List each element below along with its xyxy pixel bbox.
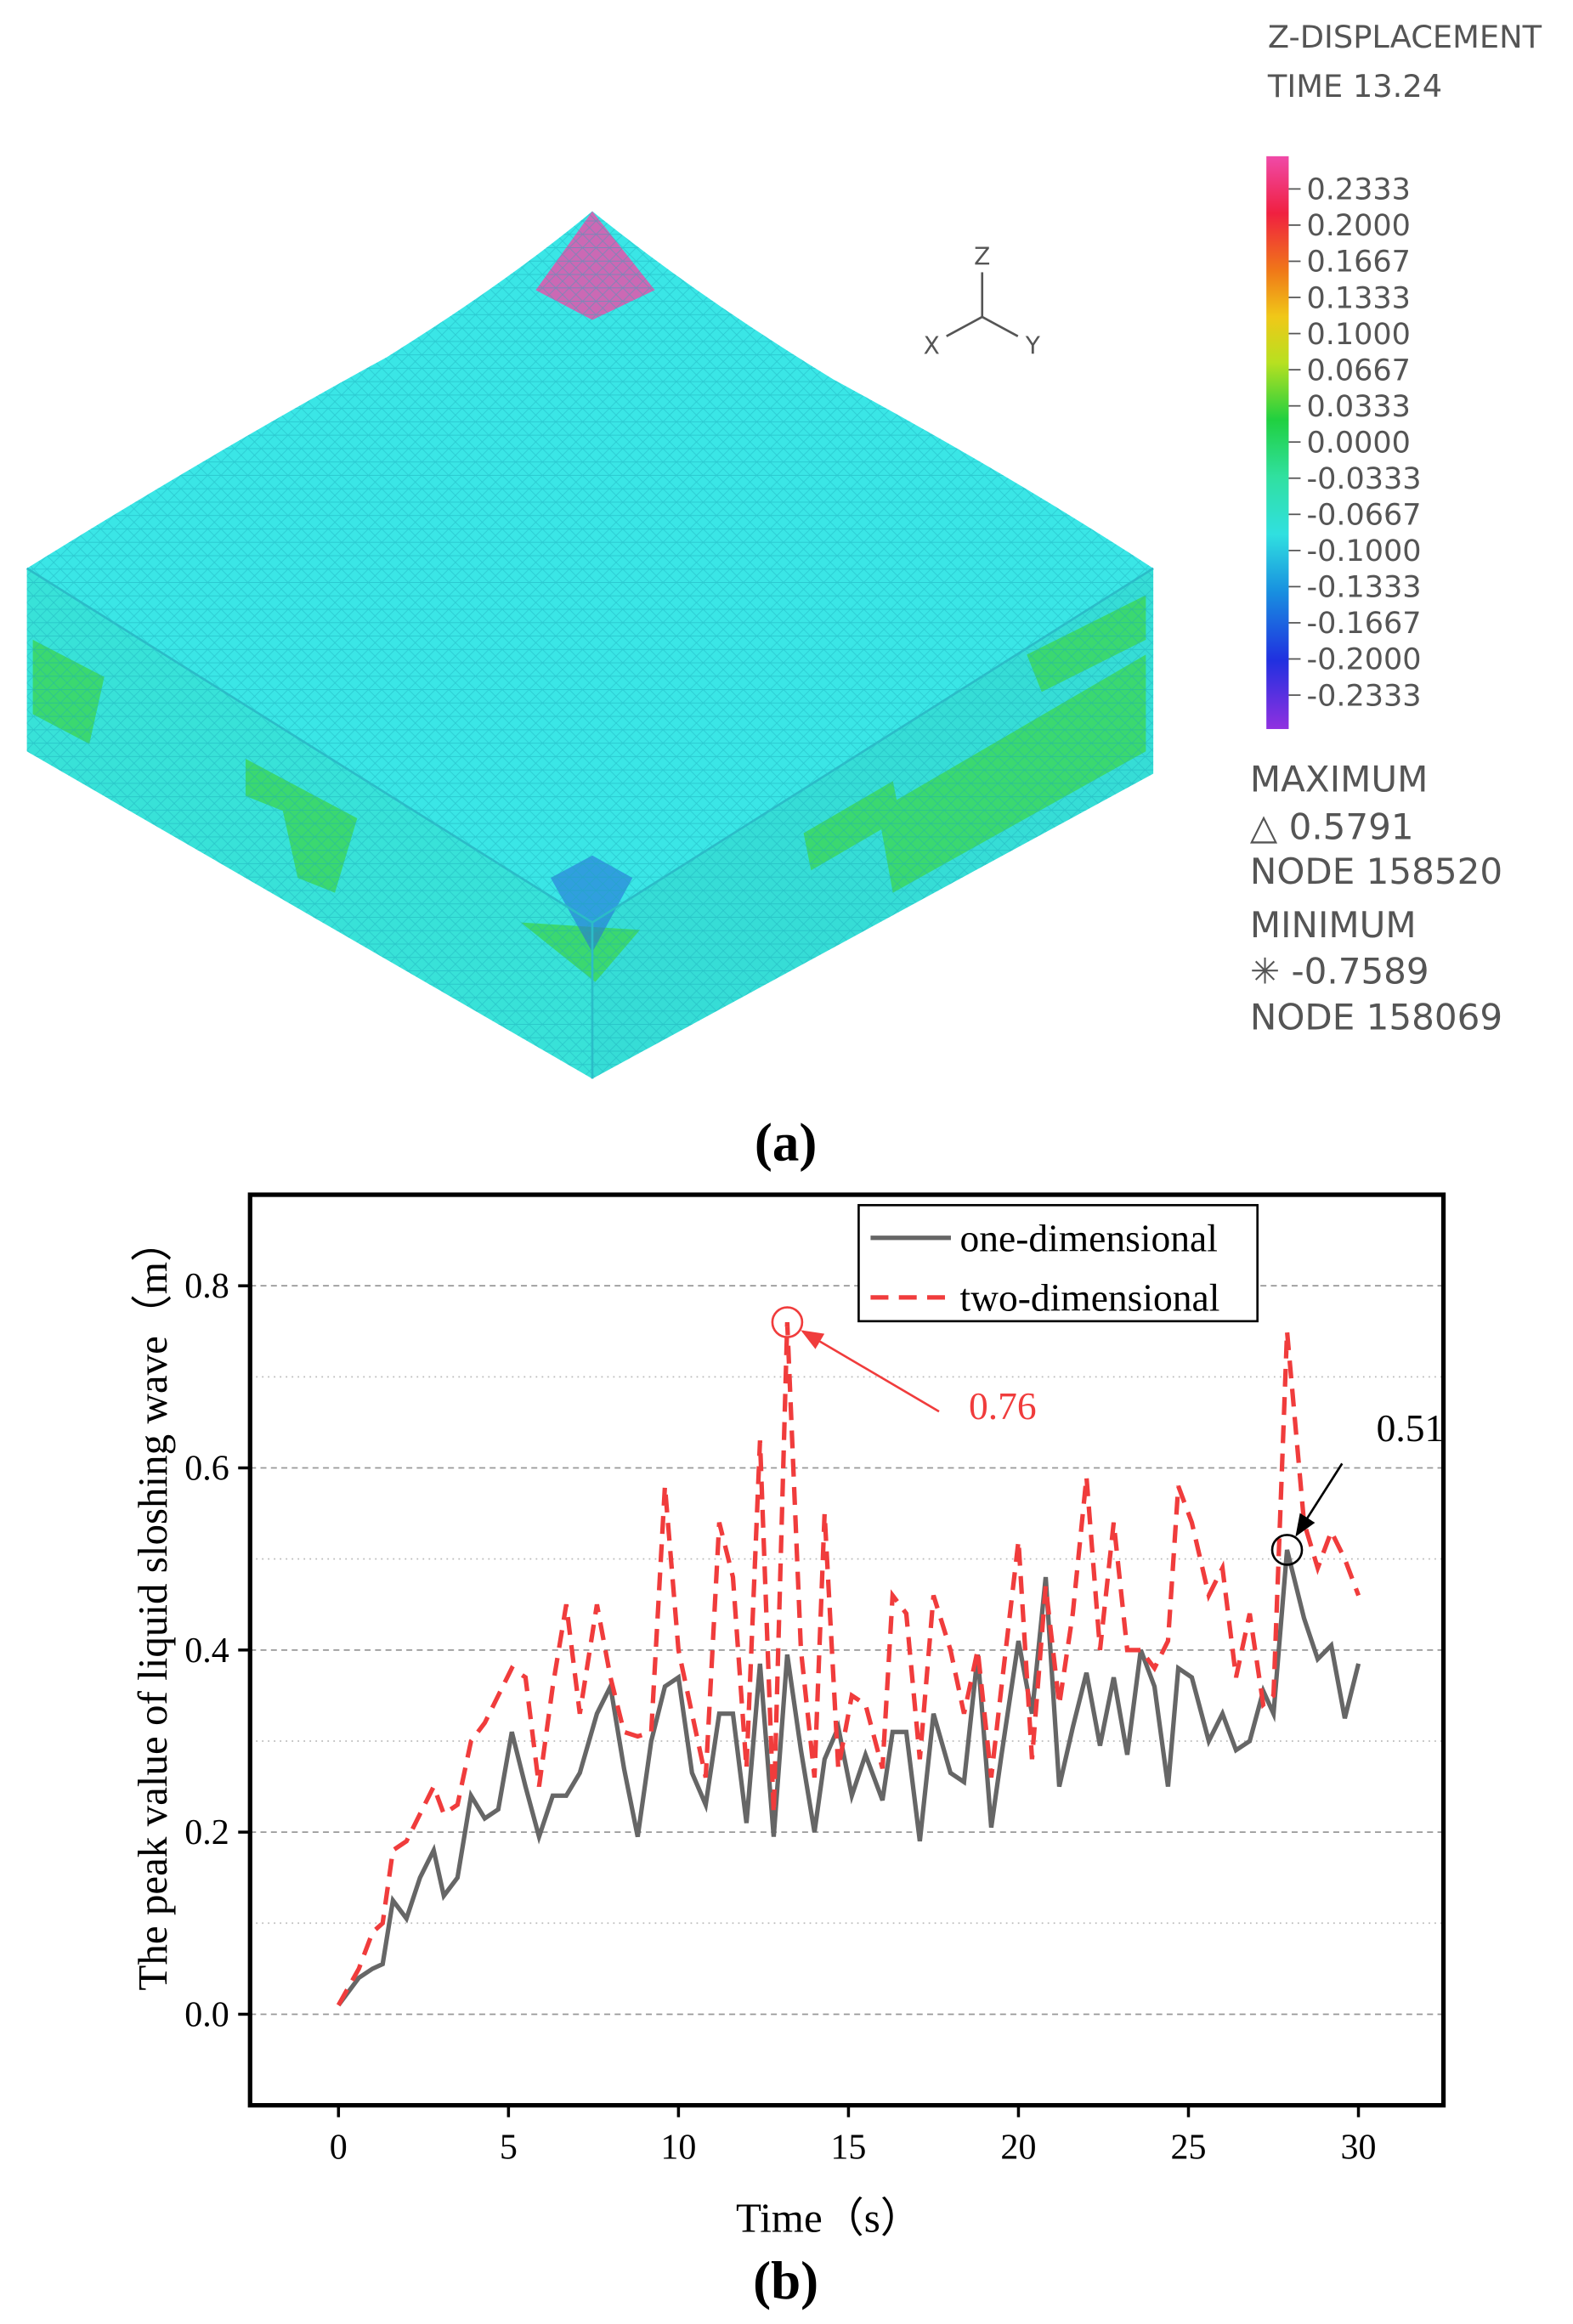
x-axis-label: Time（s） (736, 2194, 922, 2241)
colorbar-label: 0.0333 (1306, 390, 1410, 424)
caption: (a) (755, 1113, 817, 1173)
colorbar-label: 0.1000 (1306, 318, 1410, 352)
legend-box (857, 1203, 1259, 1323)
y-axis-label: The peak value of liquid sloshing wave（m… (129, 1220, 176, 1991)
x-tick-label: 5 (500, 2129, 518, 2168)
colorbar-label: 0.2000 (1306, 209, 1410, 243)
fem-render (25, 211, 1154, 1079)
legend-title: Z-DISPLACEMENT (1268, 19, 1542, 55)
caption: (b) (753, 2251, 818, 2310)
colorbar-labels: 0.23330.20000.16670.13330.10000.06670.03… (1288, 173, 1422, 713)
min-node: NODE 158069 (1250, 997, 1502, 1038)
x-tick-label: 25 (1170, 2129, 1206, 2168)
y-tick-label: 0.4 (184, 1631, 229, 1671)
max-node: NODE 158520 (1250, 851, 1502, 892)
mesh (26, 211, 1154, 1079)
time-label: TIME 13.24 (1267, 68, 1442, 105)
colorbar-label: -0.2000 (1306, 643, 1421, 677)
y-tick-label: 0.0 (184, 1995, 229, 2034)
series-line (336, 1321, 1361, 2007)
x-tick-label: 20 (1000, 2129, 1036, 2168)
x-tick-label: 0 (330, 2129, 348, 2168)
chart: 0.0 0.2 0.4 0.6 0.8 0 5 10 15 20 25 30 Time（s） The pe… (129, 1192, 1446, 2241)
annotation-arrow (1295, 1462, 1344, 1537)
x-tick-label: 30 (1341, 2129, 1377, 2168)
max-label: MAXIMUM (1250, 759, 1428, 800)
colorbar-label: -0.1333 (1306, 571, 1421, 605)
colorbar-label: 0.1333 (1306, 281, 1410, 315)
edge (25, 567, 1154, 1079)
min-label: MINIMUM (1250, 904, 1417, 946)
triad (946, 272, 1019, 337)
colorbar-label: 0.0667 (1306, 353, 1410, 387)
annotation-arrow (801, 1330, 940, 1413)
x-tick-label: 15 (830, 2129, 866, 2168)
colorbar-label: -0.0333 (1306, 462, 1421, 496)
colorbar-label: -0.1667 (1306, 607, 1421, 641)
annotation-label: 0.76 (969, 1384, 1037, 1428)
annotation-circle (771, 1306, 804, 1338)
colorbar-label: 0.2333 (1306, 173, 1410, 207)
y-tick-label: 0.6 (184, 1450, 229, 1489)
triad-label: Z (974, 243, 990, 271)
legend-label: two-dimensional (959, 1276, 1219, 1320)
triad-axis (982, 315, 1019, 337)
series-line (337, 1549, 1361, 2007)
triad-label: Y (1025, 332, 1041, 360)
triad-label: X (924, 332, 940, 360)
colorbar (1266, 155, 1289, 729)
colorbar-label: 0.0000 (1306, 426, 1410, 460)
colorbar-label: -0.1000 (1306, 534, 1421, 568)
plot-frame (247, 1192, 1446, 2108)
max-value: △ 0.5791 (1250, 806, 1414, 848)
colorbar-label: -0.0667 (1306, 499, 1421, 533)
colorbar-label: -0.2333 (1306, 679, 1421, 713)
y-tick-label: 0.2 (184, 1813, 229, 1852)
annotation-circle (1270, 1534, 1304, 1566)
x-tick-label: 10 (660, 2129, 696, 2168)
triad-axis (946, 315, 983, 337)
y-tick-label: 0.8 (184, 1267, 229, 1306)
legend-label: one-dimensional (959, 1217, 1217, 1260)
colorbar-label: 0.1667 (1306, 246, 1410, 280)
min-value: ✳ -0.7589 (1250, 950, 1429, 992)
annotation-label: 0.51 (1377, 1406, 1445, 1450)
